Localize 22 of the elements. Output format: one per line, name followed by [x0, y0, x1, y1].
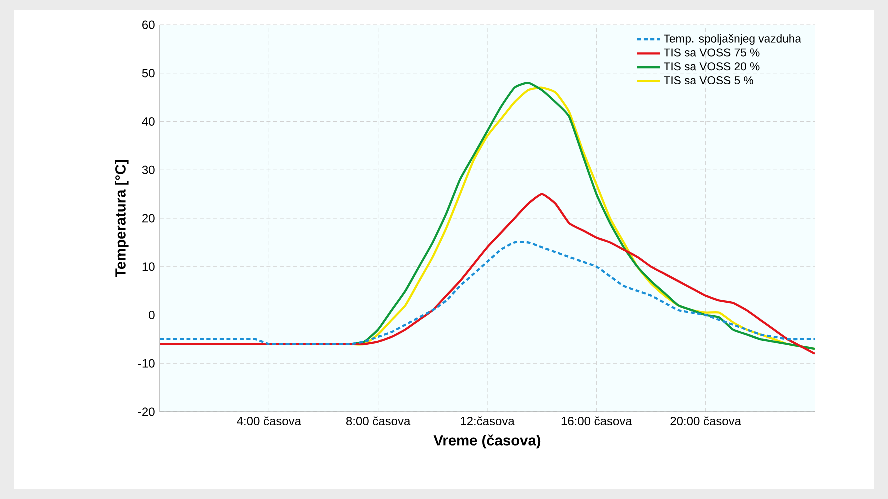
y-tick-label: 10 [142, 262, 155, 272]
x-tick-label: 20:00 časova [670, 416, 742, 426]
y-tick-label: 50 [142, 69, 155, 78]
x-tick-label: 16:00 časova [562, 416, 632, 426]
x-tick-label: 4:00 časova [237, 416, 302, 426]
x-axis-title: Vreme (časova) [434, 434, 541, 449]
legend-label: TIS sa VOSS 20 % [664, 62, 760, 71]
y-tick-label: 40 [142, 117, 155, 126]
y-tick-label: 30 [142, 166, 155, 174]
y-tick-label: -20 [138, 408, 155, 416]
y-tick-label: 60 [142, 20, 155, 30]
y-tick-label: 0 [149, 310, 155, 320]
line-series [160, 193, 815, 356]
legend-label: TIS sa VOSS 75 % [664, 48, 760, 57]
y-tick-label: -10 [138, 359, 155, 368]
x-tick-label: 12:časova [461, 416, 515, 426]
legend-label: TIS sa VOSS 5 % [664, 76, 754, 85]
y-tick-label: 20 [142, 214, 155, 223]
x-tick-label: 8:00 časova [346, 416, 411, 426]
y-axis-title: Temperatura [°C] [115, 160, 129, 278]
line-series [160, 241, 815, 346]
legend-label: Temp. spoljašnjeg vazduha [664, 34, 802, 46]
